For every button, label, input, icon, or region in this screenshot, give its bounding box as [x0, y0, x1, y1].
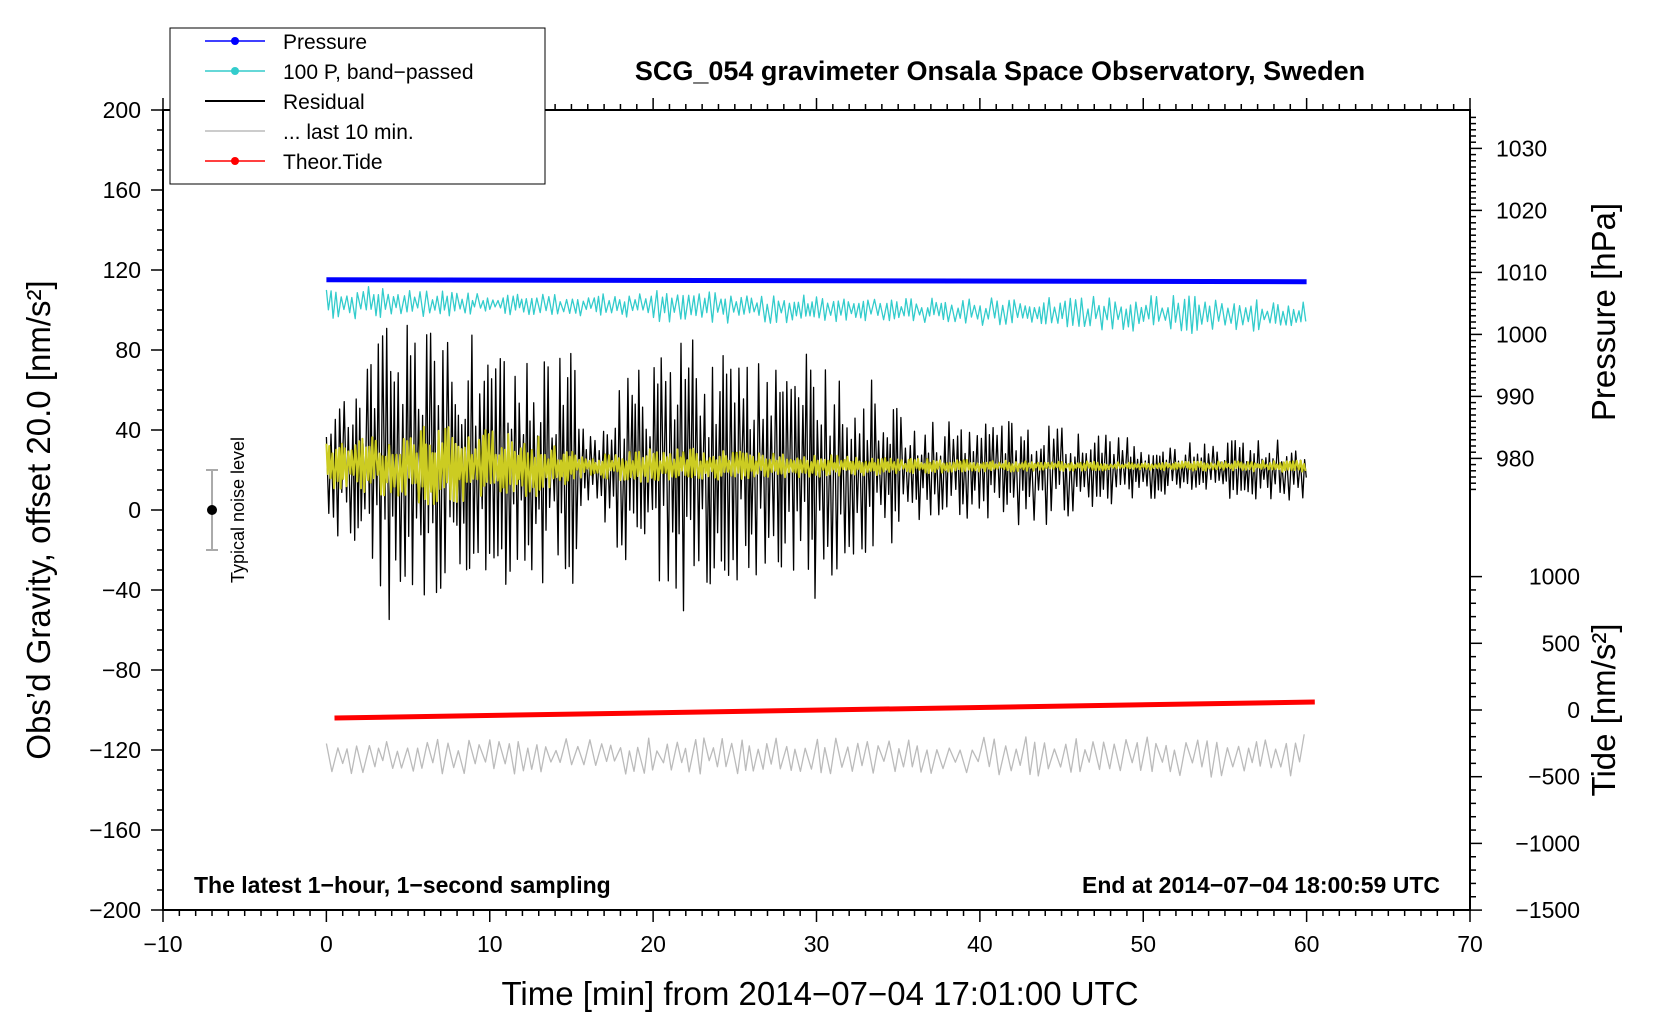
annotation-sampling: The latest 1−hour, 1−second sampling — [194, 872, 611, 898]
annotation-end-time: End at 2014−07−04 18:00:59 UTC — [1082, 872, 1440, 898]
tide-tick-label: 0 — [1567, 697, 1580, 723]
pressure-tick-label: 980 — [1496, 445, 1534, 471]
y-axis-tide: −1500 −1000 −500 0 500 1000 — [1470, 564, 1580, 923]
tide-tick-label: −500 — [1528, 764, 1580, 790]
pressure-tick-label: 1010 — [1496, 259, 1547, 285]
y-tick-label: 120 — [103, 257, 141, 283]
legend-marker — [231, 67, 239, 75]
y-tick-label: 200 — [103, 97, 141, 123]
series-1 — [325, 285, 1307, 335]
series-3 — [325, 425, 1307, 506]
x-tick-label: 60 — [1294, 931, 1320, 957]
series-5 — [325, 734, 1305, 778]
chart-title: SCG_054 gravimeter Onsala Space Observat… — [635, 56, 1365, 86]
x-axis-title: Time [min] from 2014−07−04 17:01:00 UTC — [501, 975, 1138, 1012]
y-tick-label: 40 — [115, 417, 141, 443]
legend-label: Residual — [283, 91, 365, 114]
x-tick-label: 10 — [477, 931, 503, 957]
noise-label: Typical noise level — [228, 437, 248, 583]
legend-label: Pressure — [283, 31, 367, 54]
x-axis: −10 0 10 20 30 40 50 60 70 — [143, 98, 1483, 957]
x-tick-label: 20 — [640, 931, 666, 957]
data-traces — [325, 277, 1315, 778]
y-axis-pressure-title: Pressure [hPa] — [1585, 203, 1622, 421]
x-tick-label: 70 — [1457, 931, 1483, 957]
noise-indicator: Typical noise level — [206, 437, 248, 583]
y-axis-left: −200 −160 −120 −80 −40 0 40 80 120 160 200 — [89, 97, 163, 923]
series-0 — [326, 277, 1307, 285]
y-axis-pressure: 980 990 1000 1010 1020 1030 — [1470, 116, 1547, 491]
legend-marker — [231, 37, 239, 45]
pressure-tick-label: 1000 — [1496, 321, 1547, 347]
legend: Pressure 100 P, band−passed Residual ... la… — [169, 27, 546, 185]
series-4 — [334, 699, 1315, 721]
legend-label: 100 P, band−passed — [283, 61, 474, 84]
noise-center-dot — [207, 505, 218, 515]
y-tick-label: 80 — [115, 337, 141, 363]
tide-tick-label: 1000 — [1529, 564, 1580, 590]
legend-label: Theor.Tide — [283, 151, 383, 174]
y-tick-label: −120 — [89, 737, 141, 763]
y-tick-label: −80 — [102, 657, 141, 683]
tide-tick-label: −1500 — [1515, 897, 1580, 923]
x-tick-label: 50 — [1130, 931, 1156, 957]
y-tick-label: 160 — [103, 177, 141, 203]
y-tick-label: 0 — [128, 497, 141, 523]
y-tick-label: −40 — [102, 577, 141, 603]
x-tick-label: 30 — [804, 931, 830, 957]
pressure-tick-label: 1030 — [1496, 135, 1547, 161]
legend-marker — [231, 157, 239, 165]
y-tick-label: −160 — [89, 817, 141, 843]
x-tick-label: −10 — [143, 931, 182, 957]
pressure-tick-label: 1020 — [1496, 197, 1547, 223]
legend-label: ... last 10 min. — [283, 121, 414, 144]
y-axis-left-title: Obs’d Gravity, offset 20.0 [nm/s²] — [20, 280, 57, 759]
tide-tick-label: −1000 — [1515, 830, 1580, 856]
pressure-tick-label: 990 — [1496, 383, 1534, 409]
x-tick-label: 40 — [967, 931, 993, 957]
tide-tick-label: 500 — [1542, 630, 1580, 656]
x-tick-label: 0 — [320, 931, 333, 957]
y-tick-label: −200 — [89, 897, 141, 923]
y-axis-tide-title: Tide [nm/s²] — [1585, 624, 1622, 797]
